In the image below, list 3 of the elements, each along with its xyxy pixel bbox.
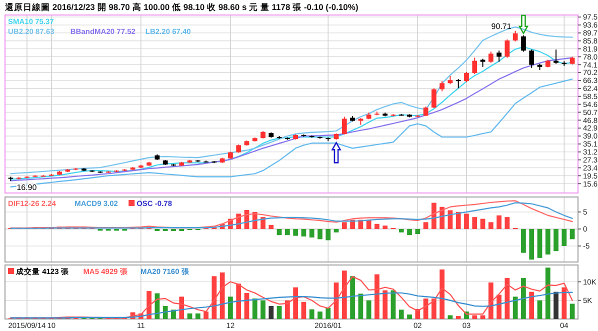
annotation: 90.71 <box>491 22 512 31</box>
annotation: 16.90 <box>16 183 38 192</box>
chart-title: 還原日線圖 2016/12/23 開 98.70 高 100.00 低 98.10 收 98.60 s 元 量 1178 張 -0.10 (-0.10%) <box>4 2 358 12</box>
